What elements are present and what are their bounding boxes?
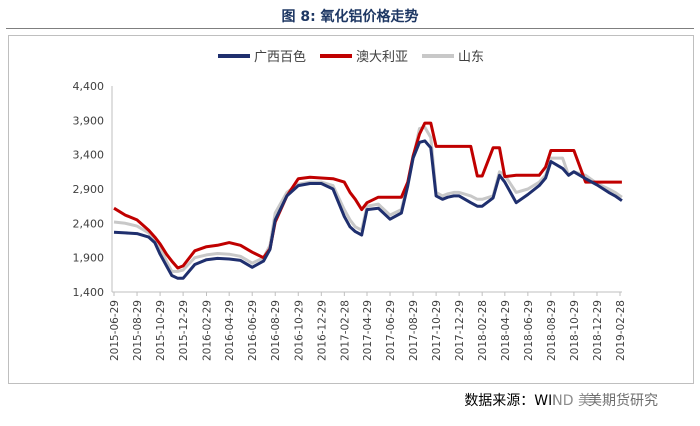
x-tick-label: 2018-02-28 — [477, 300, 489, 361]
x-tick-label: 2015-12-29 — [178, 300, 190, 361]
y-tick-label: 3,400 — [73, 149, 105, 162]
x-tick-label: 2019-02-28 — [615, 300, 627, 361]
y-tick-label: 3,900 — [73, 114, 105, 127]
y-tick-label: 4,400 — [73, 80, 105, 93]
y-tick-label: 2,400 — [73, 217, 105, 230]
x-tick-labels: 2015-06-29 2015-08-29 2015-10-29 2015-12-29… — [109, 292, 627, 361]
x-tick-label: 2018-12-29 — [592, 300, 604, 361]
x-tick-label: 2018-08-29 — [546, 300, 558, 361]
chart-frame — [8, 35, 694, 384]
x-tick-label: 2017-10-29 — [431, 300, 443, 361]
legend-label: 澳大利亚 — [356, 49, 408, 65]
x-tick-label: 2015-10-29 — [155, 300, 167, 361]
title-rule — [6, 28, 694, 29]
x-tick-label: 2015-06-29 — [109, 300, 121, 361]
x-tick-label: 2015-08-29 — [132, 300, 144, 361]
x-tick-label: 2016-04-29 — [224, 300, 236, 361]
watermark-text: 美期货研究 — [588, 393, 658, 409]
series-line-2 — [113, 125, 623, 273]
x-tick-label: 2017-04-29 — [362, 300, 374, 361]
y-tick-label: 1,900 — [73, 252, 105, 265]
series-lines — [113, 121, 623, 280]
x-tick-label: 2017-06-29 — [385, 300, 397, 361]
x-tick-label: 2016-10-29 — [293, 300, 305, 361]
x-tick-label: 2016-06-29 — [247, 300, 259, 361]
x-tick-label: 2016-02-29 — [202, 300, 214, 361]
x-tick-label: 2017-12-29 — [454, 300, 466, 361]
legend: 广西百色 澳大利亚 山东 — [218, 49, 484, 65]
watermark-icon — [554, 392, 592, 410]
x-tick-label: 2018-10-29 — [569, 300, 581, 361]
x-tick-label: 2016-12-29 — [316, 300, 328, 361]
series-line-1 — [113, 121, 622, 270]
x-tick-label: 2016-08-29 — [270, 300, 282, 361]
y-tick-label: 1,400 — [73, 286, 105, 299]
x-tick-label: 2017-02-28 — [339, 300, 351, 361]
x-tick-label: 2018-04-29 — [500, 300, 512, 361]
x-tick-label: 2017-08-29 — [408, 300, 420, 361]
figure-title: 图 8: 氧化铝价格走势 — [281, 9, 419, 25]
legend-label: 山东 — [458, 50, 484, 65]
legend-label: 广西百色 — [254, 49, 306, 65]
series-line-0 — [113, 139, 623, 280]
x-tick-label: 2018-06-29 — [523, 300, 535, 361]
y-tick-label: 2,900 — [73, 183, 105, 196]
y-tick-labels: 1,400 1,900 2,400 2,900 3,400 3,900 4,400 — [73, 80, 105, 299]
